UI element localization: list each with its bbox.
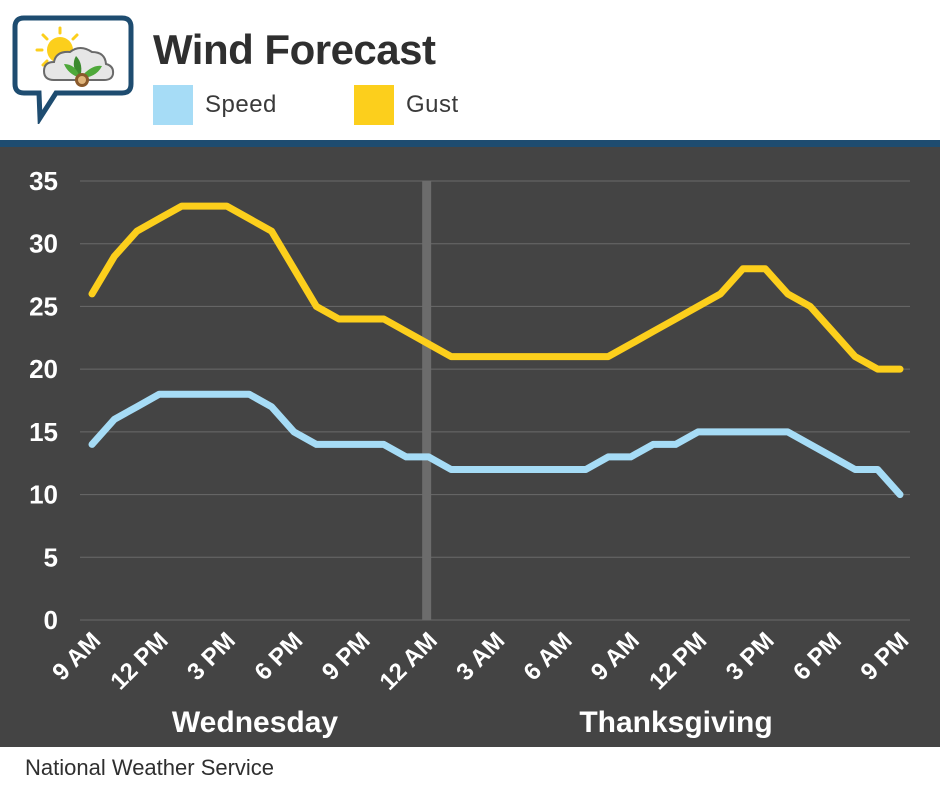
y-tick-label: 25	[29, 291, 58, 321]
x-tick-label: 12 PM	[105, 627, 173, 695]
footer: National Weather Service	[0, 747, 940, 788]
y-tick-label: 30	[29, 229, 58, 259]
x-tick-label: 9 PM	[317, 627, 376, 686]
x-tick-label: 12 AM	[374, 627, 442, 695]
y-tick-label: 0	[44, 605, 58, 635]
legend-label-speed: Speed	[205, 91, 277, 118]
y-tick-label: 15	[29, 417, 58, 447]
x-tick-label: 3 PM	[721, 627, 780, 686]
y-tick-label: 10	[29, 480, 58, 510]
y-tick-label: 20	[29, 354, 58, 384]
chart-area: 0 5 10 15 20 25 30 35 9 AM 12 PM 3 PM 6 PM 9 PM 12 AM…	[0, 147, 940, 747]
header-divider	[0, 140, 940, 147]
legend-item-gust: Gust	[354, 85, 459, 125]
chart-title: Wind Forecast	[153, 26, 436, 73]
x-tick-label: 6 PM	[250, 627, 309, 686]
legend-swatch-gust	[354, 85, 394, 125]
x-tick-label: 3 AM	[451, 627, 510, 686]
day-label: Thanksgiving	[579, 706, 772, 739]
legend-item-speed: Speed	[153, 85, 277, 125]
x-tick-label: 6 AM	[519, 627, 578, 686]
x-tick-label: 9 PM	[856, 627, 915, 686]
weather-sun-cloud-leaf-icon	[10, 14, 135, 127]
day-label: Wednesday	[172, 706, 338, 739]
x-tick-label: 12 PM	[644, 627, 712, 695]
legend-label-gust: Gust	[406, 91, 459, 118]
x-tick-label: 9 AM	[586, 627, 645, 686]
x-tick-label: 3 PM	[182, 627, 241, 686]
series-line-speed	[88, 390, 904, 499]
y-tick-label: 35	[29, 166, 58, 196]
x-tick-label: 6 PM	[788, 627, 847, 686]
y-tick-label: 5	[44, 542, 58, 572]
x-tick-label: 9 AM	[47, 627, 106, 686]
source-credit: National Weather Service	[25, 755, 275, 780]
series-line-gust	[88, 202, 904, 373]
header: Wind Forecast Speed Gust	[0, 0, 940, 140]
legend-swatch-speed	[153, 85, 193, 125]
